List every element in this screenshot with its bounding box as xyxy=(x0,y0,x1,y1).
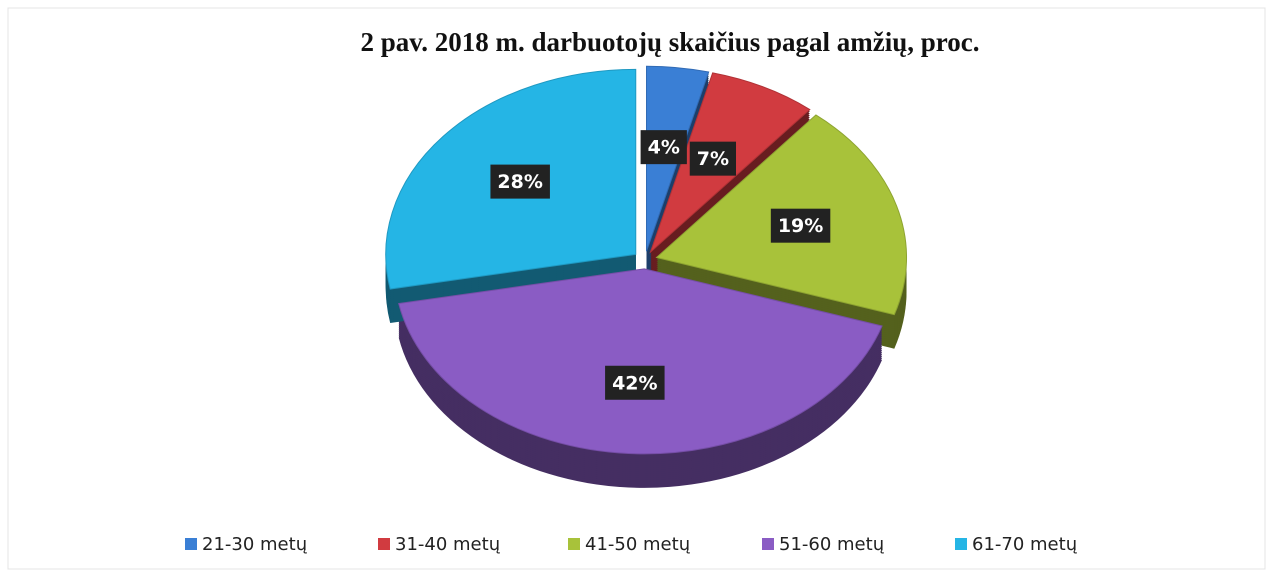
legend-label: 31-40 metų xyxy=(395,534,501,555)
chart-title: 2 pav. 2018 m. darbuotojų skaičius pagal… xyxy=(360,27,979,57)
legend-label: 51-60 metų xyxy=(779,534,885,555)
legend-swatch xyxy=(185,538,197,550)
label-box xyxy=(490,164,550,199)
label-box xyxy=(640,130,687,165)
legend-label: 41-50 metų xyxy=(585,534,691,555)
label-box xyxy=(770,208,831,243)
data-label: 7% xyxy=(697,148,729,170)
legend-swatch xyxy=(762,538,774,550)
data-label: 42% xyxy=(612,372,657,394)
slice xyxy=(398,268,883,455)
data-label: 19% xyxy=(778,215,823,237)
label-box xyxy=(605,365,665,400)
data-label: 28% xyxy=(497,171,542,193)
legend-swatch xyxy=(378,538,390,550)
frame xyxy=(7,7,1266,570)
legend-label: 61-70 metų xyxy=(972,534,1078,555)
data-label: 4% xyxy=(648,137,680,159)
legend-swatch xyxy=(955,538,967,550)
label-box xyxy=(689,141,737,176)
legend-swatch xyxy=(568,538,580,550)
legend-label: 21-30 metų xyxy=(202,534,308,555)
